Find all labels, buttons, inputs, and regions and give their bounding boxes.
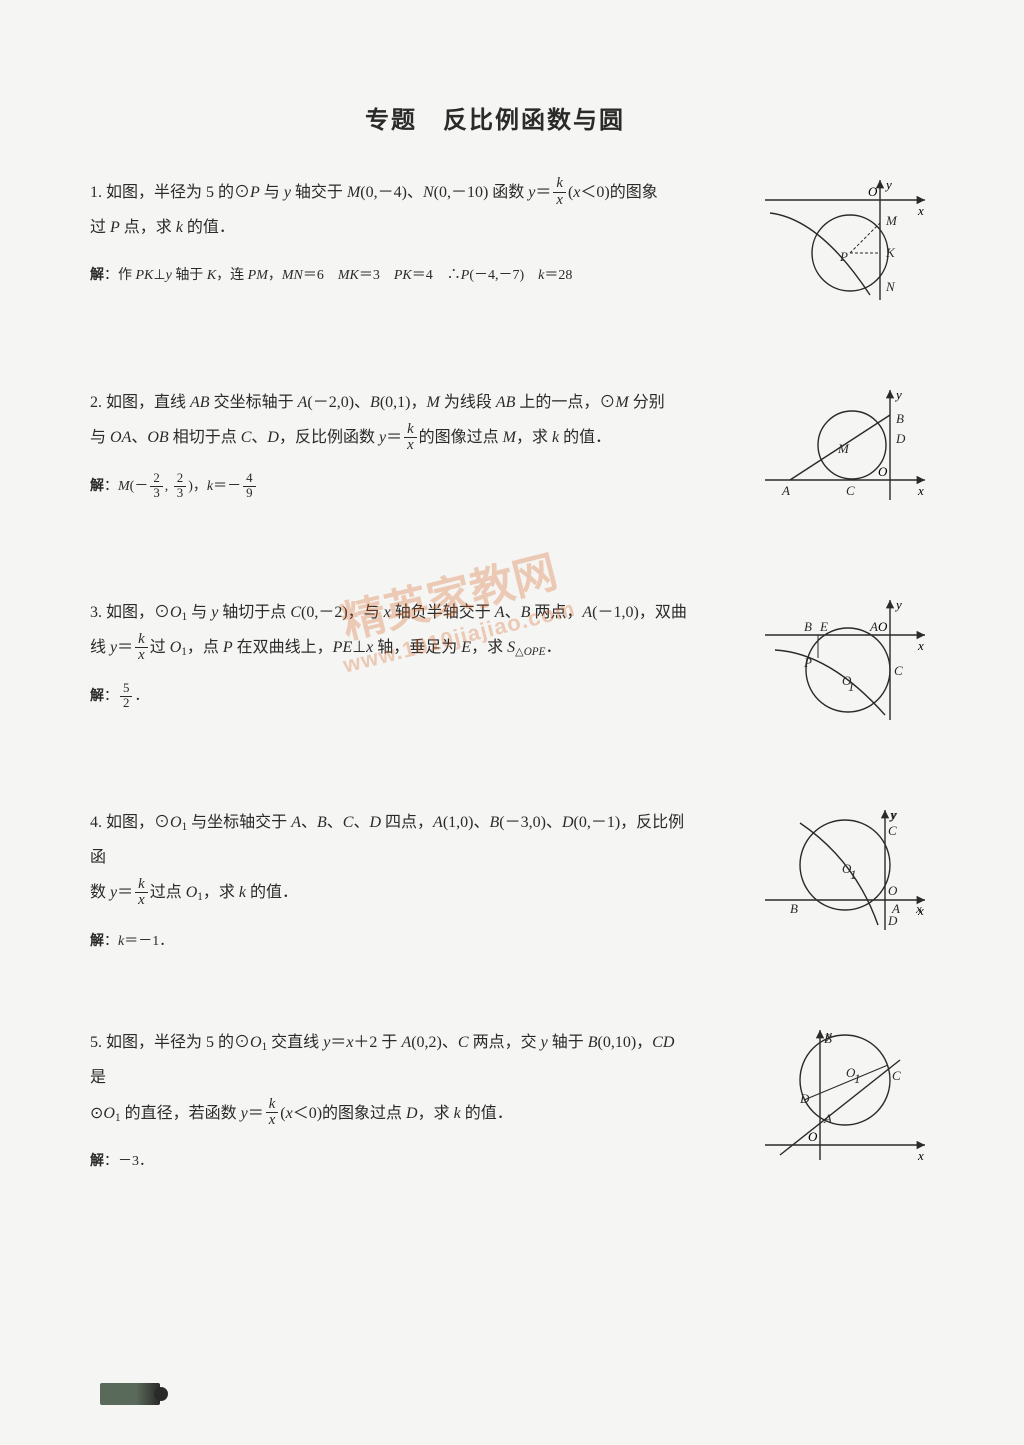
svg-text:x: x [917,203,924,218]
svg-text:1: 1 [848,679,855,694]
svg-text:y: y [888,807,896,822]
svg-text:y: y [894,387,902,402]
svg-text:A: A [869,619,878,634]
problem-figure: x y BACDO1O xy [760,805,940,935]
problem-figure: x y O A C BD M [760,385,940,515]
svg-text:A: A [823,1111,832,1126]
svg-text:B: B [790,901,798,916]
page-title: 专题 反比例函数与圆 [90,100,900,135]
svg-text:M: M [885,213,898,228]
page-number-badge [100,1383,160,1405]
problem-body: 4. 如图，⊙O1 与坐标轴交于 A、B、C、D 四点，A(1,0)、B(－3,… [90,805,690,911]
svg-text:D: D [799,1091,810,1106]
problem-body: 3. 如图，⊙O1 与 y 轴切于点 C(0,－2)，与 x 轴负半轴交于 A、… [90,595,690,665]
svg-text:1: 1 [850,867,857,882]
svg-text:O: O [878,464,888,479]
svg-text:C: C [846,483,855,498]
svg-text:y: y [894,597,902,612]
svg-text:O: O [878,619,888,634]
svg-text:y: y [884,177,892,192]
svg-text:K: K [885,245,896,260]
problem-3: 3. 如图，⊙O1 与 y 轴切于点 C(0,－2)，与 x 轴负半轴交于 A、… [90,595,900,735]
problem-4: 4. 如图，⊙O1 与坐标轴交于 A、B、C、D 四点，A(1,0)、B(－3,… [90,805,900,955]
svg-text:O: O [868,184,878,199]
svg-text:B: B [824,1031,832,1046]
problem-figure: x y O M P K N [760,175,940,305]
svg-text:x: x [917,638,924,653]
svg-text:M: M [837,441,850,456]
svg-text:x: x [917,483,924,498]
svg-text:D: D [895,431,906,446]
svg-text:1: 1 [854,1071,861,1086]
problem-2: 2. 如图，直线 AB 交坐标轴于 A(－2,0)、B(0,1)，M 为线段 A… [90,385,900,525]
svg-text:B: B [896,411,904,426]
svg-text:N: N [885,279,896,294]
problem-5: 5. 如图，半径为 5 的⊙O1 交直线 y＝x＋2 于 A(0,2)、C 两点… [90,1025,900,1175]
svg-text:x: x [917,1148,924,1163]
svg-text:x: x [915,901,922,916]
svg-text:P: P [839,249,848,264]
problem-body: 1. 如图，半径为 5 的⊙P 与 y 轴交于 M(0,－4)、N(0,－10)… [90,175,690,245]
svg-text:P: P [803,655,812,670]
svg-text:D: D [887,913,898,928]
problem-body: 5. 如图，半径为 5 的⊙O1 交直线 y＝x＋2 于 A(0,2)、C 两点… [90,1025,690,1131]
svg-text:E: E [819,619,828,634]
svg-text:C: C [888,823,897,838]
problem-body: 2. 如图，直线 AB 交坐标轴于 A(－2,0)、B(0,1)，M 为线段 A… [90,385,690,455]
svg-text:B: B [804,619,812,634]
svg-text:C: C [894,663,903,678]
svg-text:A: A [781,483,790,498]
problem-figure: x y O BCDAO1 [760,1025,940,1155]
svg-text:C: C [892,1068,901,1083]
problem-figure: x y O BEAPO1C [760,595,940,725]
problem-1: 1. 如图，半径为 5 的⊙P 与 y 轴交于 M(0,－4)、N(0,－10)… [90,175,900,315]
svg-text:O: O [888,883,898,898]
